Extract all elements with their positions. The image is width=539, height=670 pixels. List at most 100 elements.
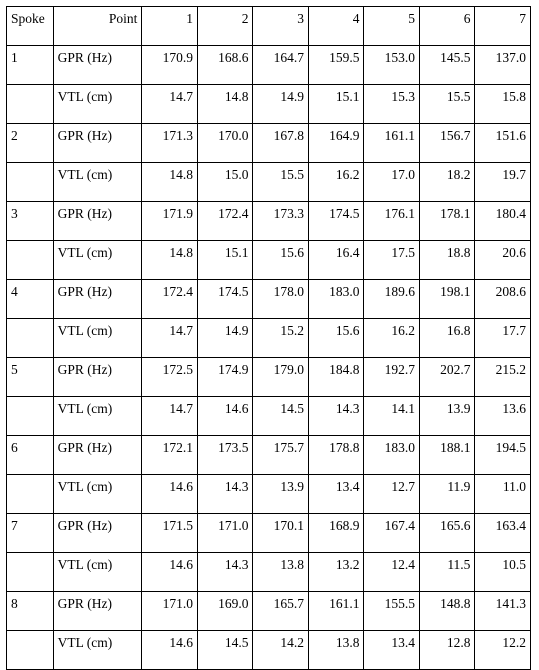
value-cell: 16.4: [308, 241, 364, 280]
row-label-vtl: VTL (cm): [53, 85, 142, 124]
value-cell: 215.2: [475, 358, 531, 397]
value-cell: 179.0: [253, 358, 309, 397]
value-cell: 202.7: [419, 358, 475, 397]
value-cell: 13.4: [308, 475, 364, 514]
value-cell: 13.8: [253, 553, 309, 592]
value-cell: 20.6: [475, 241, 531, 280]
value-cell: 176.1: [364, 202, 420, 241]
value-cell: 14.6: [197, 397, 253, 436]
value-cell: 11.9: [419, 475, 475, 514]
value-cell: 178.0: [253, 280, 309, 319]
value-cell: 15.1: [308, 85, 364, 124]
table-row: 3GPR (Hz)171.9172.4173.3174.5176.1178.11…: [7, 202, 531, 241]
value-cell: 14.9: [253, 85, 309, 124]
value-cell: 189.6: [364, 280, 420, 319]
value-cell: 17.0: [364, 163, 420, 202]
value-cell: 172.5: [142, 358, 198, 397]
value-cell: 12.2: [475, 631, 531, 670]
value-cell: 14.6: [142, 631, 198, 670]
value-cell: 15.2: [253, 319, 309, 358]
table-row: 6GPR (Hz)172.1173.5175.7178.8183.0188.11…: [7, 436, 531, 475]
header-p4: 4: [308, 7, 364, 46]
table-row: VTL (cm)14.815.115.616.417.518.820.6: [7, 241, 531, 280]
spoke-number: 3: [7, 202, 54, 241]
header-p6: 6: [419, 7, 475, 46]
value-cell: 13.9: [419, 397, 475, 436]
value-cell: 11.5: [419, 553, 475, 592]
header-p2: 2: [197, 7, 253, 46]
value-cell: 161.1: [364, 124, 420, 163]
value-cell: 171.0: [197, 514, 253, 553]
value-cell: 14.7: [142, 319, 198, 358]
spoke-number-blank: [7, 475, 54, 514]
value-cell: 161.1: [308, 592, 364, 631]
value-cell: 153.0: [364, 46, 420, 85]
value-cell: 165.7: [253, 592, 309, 631]
spoke-number: 6: [7, 436, 54, 475]
spoke-number-blank: [7, 553, 54, 592]
row-label-vtl: VTL (cm): [53, 241, 142, 280]
spoke-number-blank: [7, 241, 54, 280]
value-cell: 183.0: [364, 436, 420, 475]
value-cell: 14.6: [142, 475, 198, 514]
value-cell: 137.0: [475, 46, 531, 85]
value-cell: 167.8: [253, 124, 309, 163]
header-p5: 5: [364, 7, 420, 46]
table-row: VTL (cm)14.614.313.913.412.711.911.0: [7, 475, 531, 514]
value-cell: 148.8: [419, 592, 475, 631]
value-cell: 173.5: [197, 436, 253, 475]
row-label-gpr: GPR (Hz): [53, 592, 142, 631]
value-cell: 15.5: [253, 163, 309, 202]
value-cell: 15.1: [197, 241, 253, 280]
value-cell: 170.0: [197, 124, 253, 163]
value-cell: 165.6: [419, 514, 475, 553]
row-label-gpr: GPR (Hz): [53, 514, 142, 553]
value-cell: 12.7: [364, 475, 420, 514]
value-cell: 14.3: [197, 553, 253, 592]
value-cell: 12.4: [364, 553, 420, 592]
value-cell: 13.9: [253, 475, 309, 514]
value-cell: 14.8: [142, 163, 198, 202]
value-cell: 171.0: [142, 592, 198, 631]
table-row: VTL (cm)14.614.514.213.813.412.812.2: [7, 631, 531, 670]
table-row: 8GPR (Hz)171.0169.0165.7161.1155.5148.81…: [7, 592, 531, 631]
header-point: Point: [53, 7, 142, 46]
row-label-gpr: GPR (Hz): [53, 358, 142, 397]
value-cell: 183.0: [308, 280, 364, 319]
value-cell: 11.0: [475, 475, 531, 514]
value-cell: 15.8: [475, 85, 531, 124]
value-cell: 164.7: [253, 46, 309, 85]
value-cell: 169.0: [197, 592, 253, 631]
value-cell: 13.6: [475, 397, 531, 436]
value-cell: 168.9: [308, 514, 364, 553]
spoke-number-blank: [7, 85, 54, 124]
value-cell: 145.5: [419, 46, 475, 85]
value-cell: 198.1: [419, 280, 475, 319]
row-label-vtl: VTL (cm): [53, 553, 142, 592]
table-row: 1GPR (Hz)170.9168.6164.7159.5153.0145.51…: [7, 46, 531, 85]
value-cell: 14.8: [197, 85, 253, 124]
value-cell: 14.2: [253, 631, 309, 670]
value-cell: 13.8: [308, 631, 364, 670]
row-label-gpr: GPR (Hz): [53, 46, 142, 85]
value-cell: 18.8: [419, 241, 475, 280]
row-label-vtl: VTL (cm): [53, 163, 142, 202]
value-cell: 175.7: [253, 436, 309, 475]
value-cell: 172.4: [142, 280, 198, 319]
value-cell: 18.2: [419, 163, 475, 202]
value-cell: 15.6: [253, 241, 309, 280]
row-label-gpr: GPR (Hz): [53, 280, 142, 319]
value-cell: 163.4: [475, 514, 531, 553]
value-cell: 16.2: [364, 319, 420, 358]
value-cell: 156.7: [419, 124, 475, 163]
header-spoke: Spoke: [7, 7, 54, 46]
value-cell: 12.8: [419, 631, 475, 670]
value-cell: 171.9: [142, 202, 198, 241]
value-cell: 164.9: [308, 124, 364, 163]
data-table: Spoke Point 1 2 3 4 5 6 7 1GPR (Hz)170.9…: [6, 6, 531, 670]
row-label-gpr: GPR (Hz): [53, 202, 142, 241]
value-cell: 14.6: [142, 553, 198, 592]
value-cell: 170.1: [253, 514, 309, 553]
table-row: 2GPR (Hz)171.3170.0167.8164.9161.1156.71…: [7, 124, 531, 163]
value-cell: 192.7: [364, 358, 420, 397]
